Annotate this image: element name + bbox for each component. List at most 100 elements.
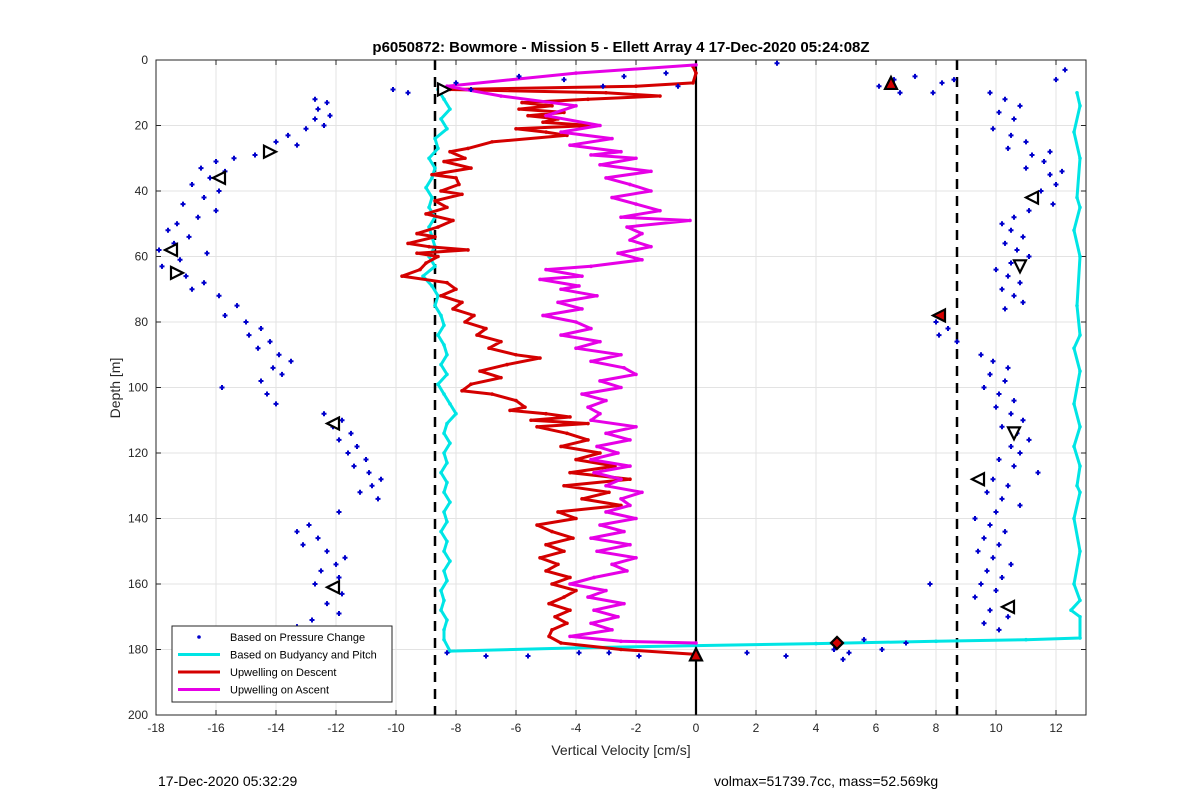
series-point [574, 457, 578, 462]
data-point [1053, 77, 1059, 83]
x-tick-label: 4 [813, 721, 820, 735]
data-point [945, 326, 951, 332]
series-point [538, 277, 542, 282]
data-point [378, 476, 384, 482]
data-point [366, 470, 372, 476]
x-tick-label: -18 [147, 721, 165, 735]
triangle-marker [1012, 259, 1028, 275]
series-point [448, 441, 452, 445]
series-point [499, 339, 503, 344]
data-point [993, 509, 999, 515]
data-point [993, 404, 999, 410]
series-point [433, 235, 437, 239]
data-point [285, 132, 291, 138]
y-tick-label: 0 [141, 53, 148, 67]
series-point [445, 372, 449, 377]
series-point [589, 359, 593, 364]
series-point [1072, 402, 1076, 406]
data-point [468, 86, 474, 92]
series-point [607, 490, 611, 495]
series-point [526, 113, 530, 118]
data-point [186, 234, 192, 240]
series-point [568, 634, 572, 639]
series-point [550, 582, 554, 586]
series-point [634, 202, 638, 206]
data-point [246, 332, 252, 338]
data-point [978, 352, 984, 358]
triangle-marker [999, 599, 1016, 615]
legend-label: Based on Pressure Change [230, 632, 365, 644]
x-tick-label: 0 [693, 721, 700, 735]
series-point [442, 598, 446, 603]
data-point [273, 139, 279, 145]
data-point [1011, 293, 1017, 299]
data-point [927, 581, 933, 587]
triangle-marker [1006, 426, 1022, 442]
data-point [363, 457, 369, 463]
series-point [622, 529, 626, 534]
series-point [616, 614, 620, 619]
series-point [463, 156, 467, 161]
series-point [628, 542, 632, 547]
data-point [999, 424, 1005, 430]
series-point [574, 516, 578, 521]
data-point [1008, 561, 1014, 567]
series-point [595, 549, 599, 554]
series-point [448, 149, 452, 154]
data-point [939, 80, 945, 86]
series-point [442, 323, 446, 328]
data-point [996, 542, 1002, 548]
series-point [604, 510, 608, 514]
series-point [421, 274, 425, 278]
series-point [559, 333, 563, 337]
data-point [315, 106, 321, 112]
series-point [1078, 549, 1082, 554]
series-point [430, 172, 434, 177]
series-point [547, 634, 551, 639]
series-point [589, 621, 593, 626]
series-point [574, 346, 578, 351]
y-tick-label: 140 [128, 512, 148, 526]
data-point [636, 653, 642, 659]
series-point [1072, 582, 1076, 586]
series-point [454, 176, 458, 180]
series-point [628, 438, 632, 442]
series-point [550, 628, 554, 632]
series-point [694, 641, 698, 645]
data-point [324, 548, 330, 554]
series-point [568, 608, 572, 612]
series-point [634, 84, 638, 88]
series-point [634, 556, 638, 560]
series-point [1078, 333, 1082, 337]
data-point [1005, 483, 1011, 489]
series-point [544, 130, 548, 134]
data-point [156, 247, 162, 253]
series-point [499, 94, 503, 98]
series-point [556, 300, 560, 305]
series-point [439, 588, 443, 593]
series-point [628, 503, 632, 508]
series-point [460, 388, 464, 393]
x-tick-label: -16 [207, 721, 225, 735]
data-point [219, 385, 225, 390]
triangle-marker [969, 471, 986, 487]
data-point [990, 126, 996, 132]
data-point [312, 116, 318, 122]
series-point [541, 120, 545, 125]
data-point [273, 401, 279, 407]
data-point [375, 496, 381, 502]
y-tick-label: 40 [135, 184, 149, 198]
series-point [424, 261, 428, 265]
y-tick-label: 60 [135, 250, 149, 264]
data-point [861, 637, 867, 643]
data-point [744, 650, 750, 656]
data-point [996, 457, 1002, 463]
data-point [345, 450, 351, 456]
series-point [469, 166, 473, 170]
series-point [442, 431, 446, 436]
x-tick-label: -4 [571, 721, 582, 735]
series-point [430, 176, 434, 180]
series-point [415, 231, 419, 236]
series-point [445, 280, 449, 285]
data-point [1020, 299, 1026, 305]
